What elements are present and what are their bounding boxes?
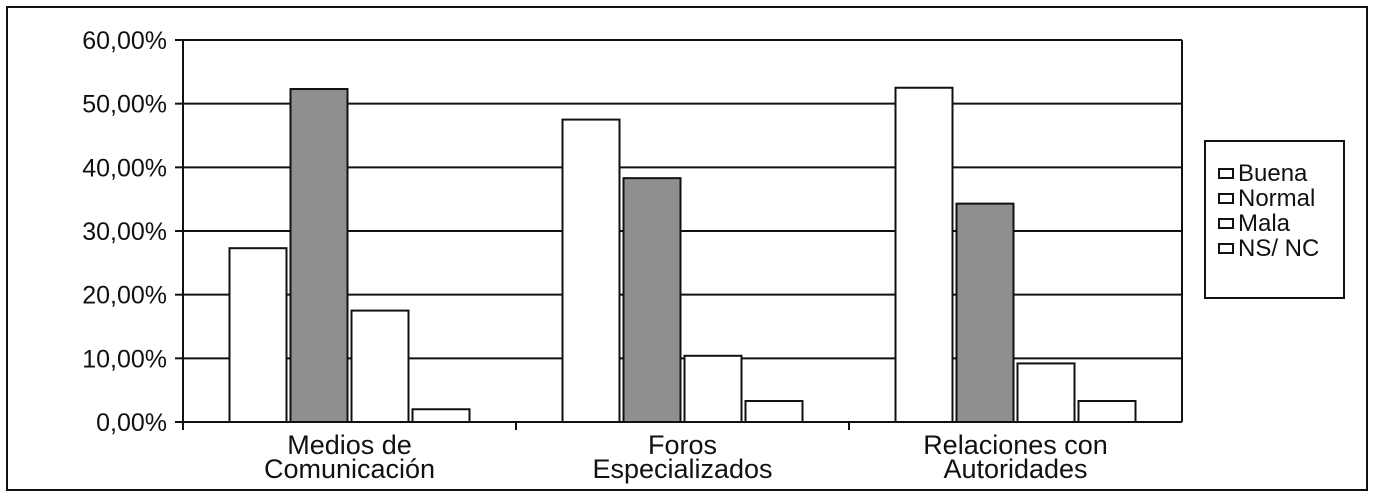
bar-normal-2 bbox=[622, 177, 682, 423]
y-tick-label: 30,00% bbox=[82, 218, 167, 246]
bar-mala-3 bbox=[1016, 362, 1076, 423]
x-category-label: Autoridades bbox=[943, 454, 1087, 484]
bar-buena-2 bbox=[561, 118, 621, 423]
bar-mala-1 bbox=[350, 309, 410, 424]
legend-label: NS/ NC bbox=[1238, 235, 1319, 262]
bar-mala-2 bbox=[683, 354, 743, 423]
bar-ns-nc-2 bbox=[744, 399, 804, 423]
x-category-label: Comunicación bbox=[264, 454, 435, 484]
legend-swatch bbox=[1218, 168, 1234, 179]
bar-buena-1 bbox=[228, 247, 288, 423]
bar-normal-1 bbox=[289, 88, 349, 423]
x-category-label: Medios de bbox=[287, 430, 412, 460]
axes bbox=[182, 40, 1183, 430]
x-category-label: Foros bbox=[648, 430, 717, 460]
legend-label: Normal bbox=[1238, 185, 1315, 212]
x-category-label: Especializados bbox=[592, 454, 772, 484]
legend-swatch bbox=[1218, 243, 1234, 254]
y-tick-label: 10,00% bbox=[82, 345, 167, 373]
legend-swatch bbox=[1218, 218, 1234, 229]
legend-label: Mala bbox=[1238, 210, 1291, 237]
y-tick-label: 0,00% bbox=[96, 409, 167, 437]
y-tick-label: 40,00% bbox=[82, 154, 167, 182]
bar-ns-nc-1 bbox=[411, 408, 471, 423]
bar-buena-3 bbox=[894, 86, 954, 423]
y-tick-label: 50,00% bbox=[82, 91, 167, 119]
bars bbox=[228, 86, 1137, 424]
y-tick-labels: 0,00% 10,00% 20,00% 30,00% 40,00% 50,00% 60,00… bbox=[82, 27, 167, 437]
gridlines bbox=[175, 39, 1182, 423]
legend-swatch bbox=[1218, 193, 1234, 204]
bar-ns-nc-3 bbox=[1077, 399, 1137, 423]
y-tick-label: 60,00% bbox=[82, 27, 167, 55]
y-tick-label: 20,00% bbox=[82, 282, 167, 310]
x-category-label: Relaciones con bbox=[923, 430, 1108, 460]
legend-label: Buena bbox=[1238, 160, 1308, 187]
bar-normal-3 bbox=[955, 202, 1015, 423]
